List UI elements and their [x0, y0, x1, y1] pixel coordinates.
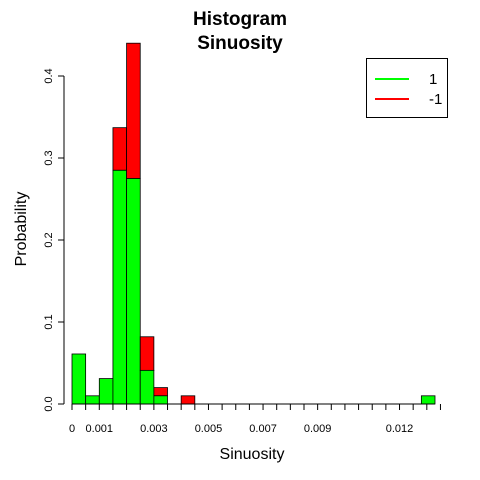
legend: 1 -1 — [366, 58, 448, 118]
bar-green-2 — [98, 378, 114, 405]
x-tick-label-0: 0 — [69, 423, 75, 435]
legend-label-1: 1 — [429, 70, 438, 88]
x-tick-label-3: 0.005 — [195, 423, 223, 435]
y-tick-label-0: 0.0 — [43, 396, 55, 411]
bar-red-7 — [180, 395, 196, 405]
bar-green-3 — [112, 169, 127, 405]
bar-red-5 — [139, 336, 155, 371]
y-tick-label-3: 0.3 — [43, 150, 55, 165]
bar-green-8 — [420, 395, 436, 405]
bar-green-1 — [85, 395, 100, 405]
bar-green-4 — [126, 178, 141, 405]
y-axis-label: Probability — [13, 191, 30, 267]
bar-green-0 — [71, 353, 87, 405]
y-tick-label-4: 0.4 — [43, 68, 55, 83]
bar-green-5 — [139, 369, 155, 405]
legend-item-1: 1 — [375, 69, 437, 89]
x-tick-label-6: 0.012 — [386, 423, 414, 435]
legend-item-neg1: -1 — [375, 89, 442, 109]
x-tick-label-5: 0.009 — [304, 423, 332, 435]
legend-swatch-neg1 — [375, 98, 409, 100]
x-tick-label-1: 0.001 — [86, 423, 114, 435]
y-tick-label-2: 0.2 — [43, 232, 55, 247]
legend-swatch-1 — [375, 78, 409, 80]
bar-red-6 — [153, 387, 168, 397]
x-axis-label: Sinuosity — [219, 446, 285, 463]
bar-green-6 — [153, 395, 168, 405]
y-tick-label-1: 0.1 — [43, 314, 55, 329]
x-tick-label-2: 0.003 — [140, 423, 168, 435]
legend-label-neg1: -1 — [429, 90, 443, 108]
bar-red-3 — [112, 127, 127, 171]
chart-subtitle: Sinuosity — [197, 33, 283, 54]
x-tick-label-4: 0.007 — [249, 423, 277, 435]
bar-red-4 — [126, 42, 141, 179]
chart-title: Histogram — [193, 9, 287, 30]
